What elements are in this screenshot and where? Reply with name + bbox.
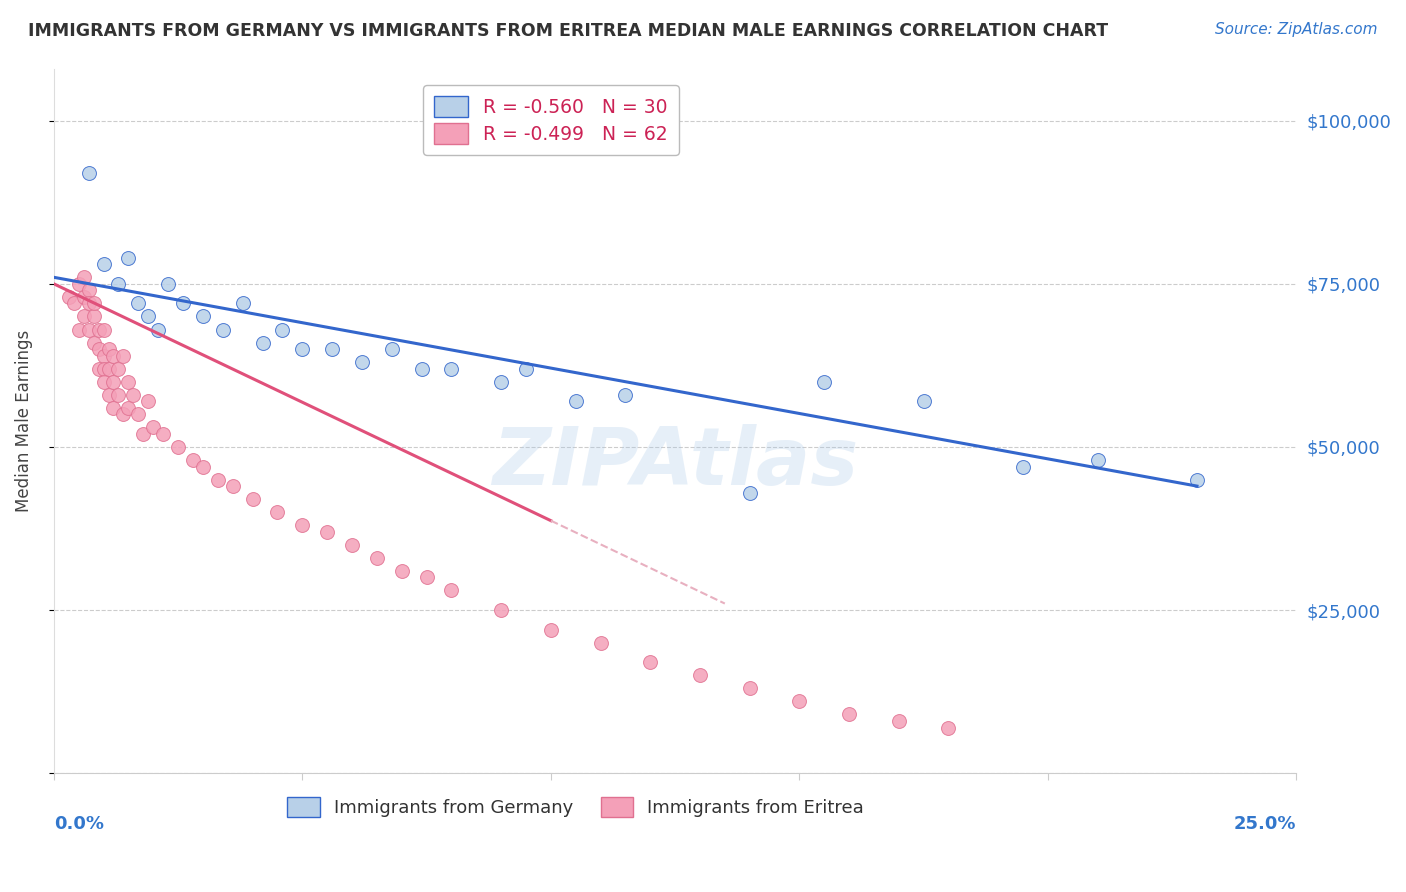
Point [381, 342, 404, 356]
Point [291, 342, 314, 356]
Point [738, 485, 761, 500]
Point [1087, 453, 1109, 467]
Point [266, 505, 288, 519]
Point [107, 388, 129, 402]
Point [62, 296, 84, 310]
Point [515, 361, 537, 376]
Point [72, 310, 94, 324]
Point [440, 583, 463, 598]
Point [838, 707, 860, 722]
Point [148, 322, 170, 336]
Point [83, 335, 105, 350]
Point [132, 426, 155, 441]
Point [222, 479, 245, 493]
Point [58, 290, 80, 304]
Point [191, 459, 214, 474]
Point [103, 349, 125, 363]
Text: ZIPAtlas: ZIPAtlas [492, 424, 858, 502]
Point [67, 277, 90, 291]
Point [172, 296, 194, 310]
Point [489, 375, 512, 389]
Point [83, 310, 105, 324]
Point [77, 296, 100, 310]
Point [97, 388, 120, 402]
Point [127, 407, 149, 421]
Point [127, 296, 149, 310]
Point [181, 453, 204, 467]
Point [77, 284, 100, 298]
Point [67, 322, 90, 336]
Point [87, 361, 110, 376]
Point [589, 636, 612, 650]
Point [117, 401, 139, 415]
Point [87, 342, 110, 356]
Point [489, 603, 512, 617]
Point [242, 492, 264, 507]
Point [564, 394, 586, 409]
Point [136, 310, 159, 324]
Point [638, 655, 661, 669]
Point [391, 564, 413, 578]
Point [103, 375, 125, 389]
Point [540, 623, 562, 637]
Point [157, 277, 180, 291]
Point [93, 375, 115, 389]
Point [207, 473, 229, 487]
Point [887, 714, 910, 728]
Point [93, 349, 115, 363]
Text: IMMIGRANTS FROM GERMANY VS IMMIGRANTS FROM ERITREA MEDIAN MALE EARNINGS CORRELAT: IMMIGRANTS FROM GERMANY VS IMMIGRANTS FR… [28, 22, 1108, 40]
Point [112, 349, 135, 363]
Point [107, 277, 129, 291]
Point [232, 296, 254, 310]
Point [813, 375, 835, 389]
Point [252, 335, 274, 350]
Text: 0.0%: 0.0% [53, 815, 104, 833]
Text: 25.0%: 25.0% [1234, 815, 1296, 833]
Point [87, 322, 110, 336]
Point [167, 440, 190, 454]
Point [350, 355, 373, 369]
Point [1012, 459, 1035, 474]
Point [912, 394, 935, 409]
Point [415, 570, 437, 584]
Point [938, 721, 960, 735]
Point [789, 694, 811, 708]
Point [72, 270, 94, 285]
Point [93, 361, 115, 376]
Point [689, 668, 711, 682]
Point [117, 375, 139, 389]
Point [271, 322, 294, 336]
Point [136, 394, 159, 409]
Point [77, 322, 100, 336]
Point [321, 342, 343, 356]
Point [117, 251, 139, 265]
Point [112, 407, 135, 421]
Point [614, 388, 637, 402]
Point [142, 420, 165, 434]
Point [93, 322, 115, 336]
Point [83, 296, 105, 310]
Point [97, 361, 120, 376]
Point [316, 524, 339, 539]
Point [211, 322, 233, 336]
Point [411, 361, 433, 376]
Point [97, 342, 120, 356]
Text: Source: ZipAtlas.com: Source: ZipAtlas.com [1215, 22, 1378, 37]
Point [191, 310, 214, 324]
Point [738, 681, 761, 696]
Point [122, 388, 145, 402]
Point [77, 166, 100, 180]
Point [152, 426, 174, 441]
Point [366, 550, 388, 565]
Point [1185, 473, 1208, 487]
Legend: Immigrants from Germany, Immigrants from Eritrea: Immigrants from Germany, Immigrants from… [277, 786, 875, 828]
Point [291, 518, 314, 533]
Point [72, 290, 94, 304]
Point [440, 361, 463, 376]
Point [340, 538, 363, 552]
Point [93, 257, 115, 271]
Y-axis label: Median Male Earnings: Median Male Earnings [15, 330, 32, 512]
Point [107, 361, 129, 376]
Point [103, 401, 125, 415]
